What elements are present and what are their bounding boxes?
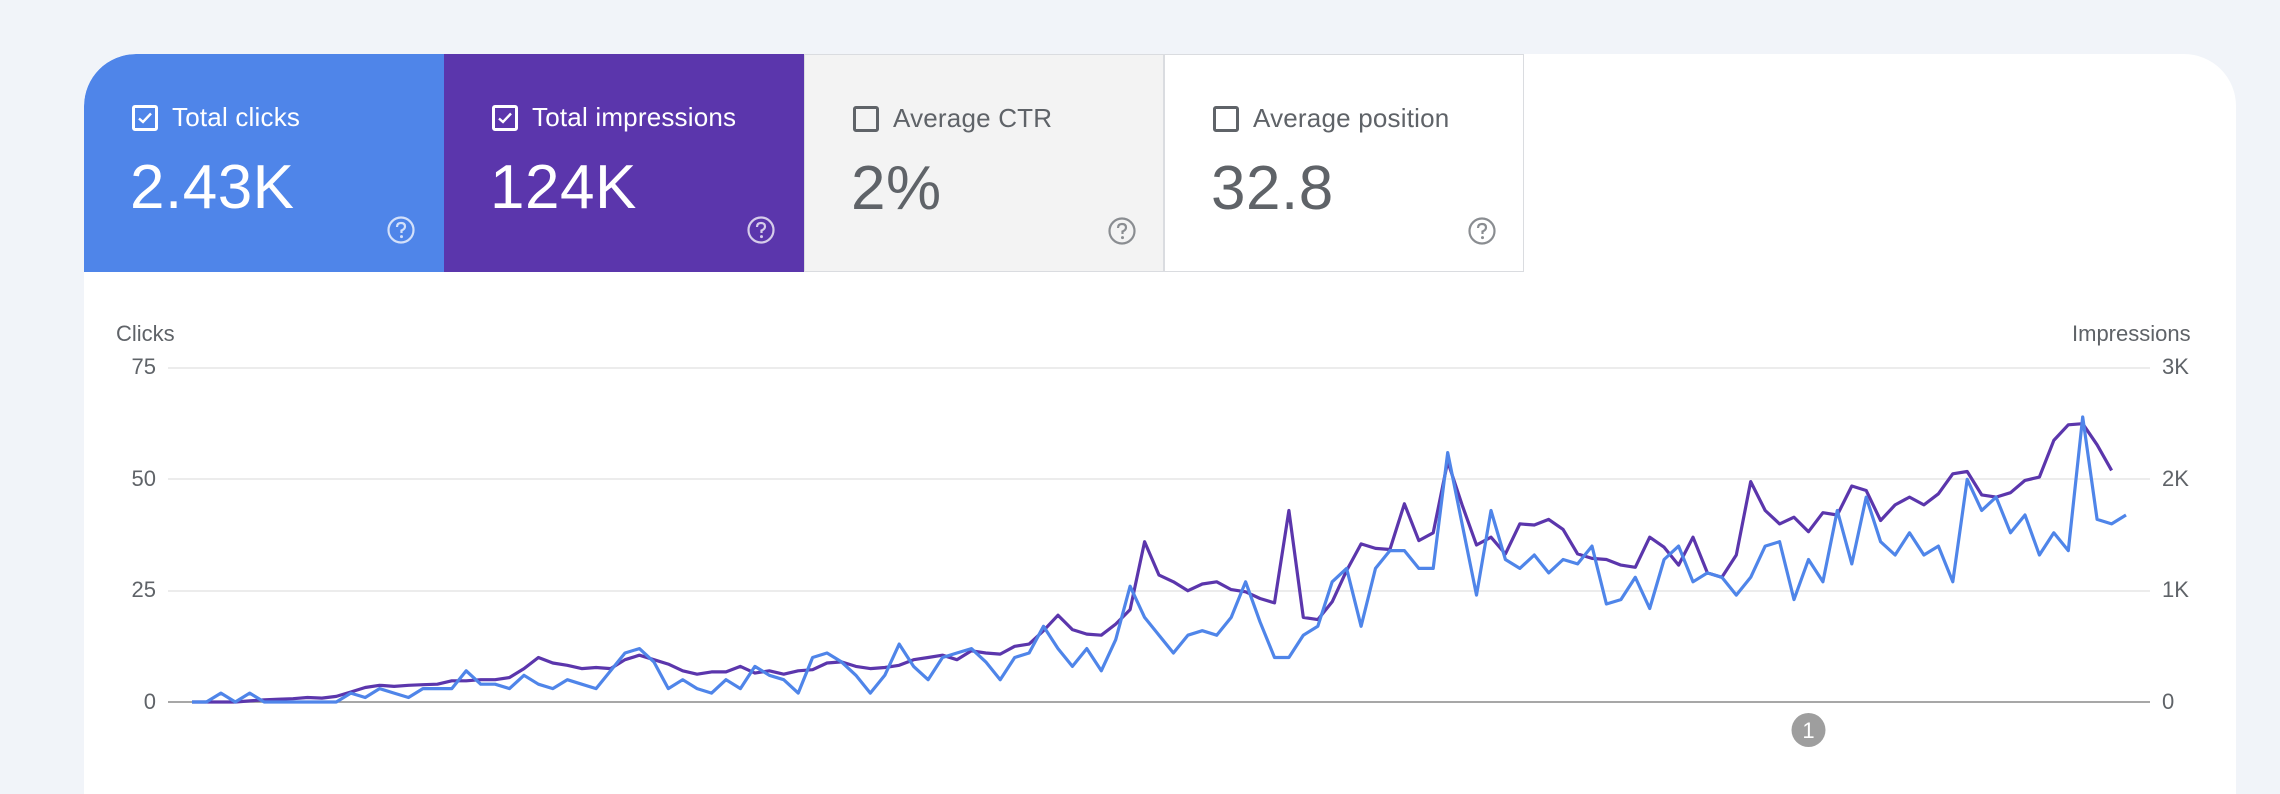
metric-label: Average CTR xyxy=(893,103,1053,133)
performance-panel: Total clicks 2.43K Total impressions 124… xyxy=(84,54,2236,794)
checkbox-checked-icon[interactable] xyxy=(492,104,518,131)
left-tick-label: 75 xyxy=(131,354,156,379)
clicks-series-line xyxy=(192,415,2127,704)
metric-card-average-ctr[interactable]: Average CTR 2% xyxy=(804,54,1164,272)
help-circle-icon[interactable] xyxy=(1107,216,1137,246)
annotation-marker[interactable]: 1 xyxy=(1791,713,1826,747)
right-tick-label: 0 xyxy=(2162,689,2175,714)
impressions-series-line xyxy=(192,422,2113,704)
checkbox-checked-icon[interactable] xyxy=(132,104,158,131)
check-icon xyxy=(498,112,512,124)
metric-value: 32.8 xyxy=(1211,154,1334,223)
performance-line-chart[interactable]: 1 xyxy=(0,0,2280,748)
help-circle-icon[interactable] xyxy=(386,215,416,245)
left-tick-label: 25 xyxy=(131,577,156,602)
metric-card-total-impressions[interactable]: Total impressions 124K xyxy=(444,54,804,272)
metric-value: 2.43K xyxy=(130,153,295,222)
help-circle-icon[interactable] xyxy=(1467,216,1497,246)
metric-label: Average position xyxy=(1253,103,1450,133)
right-tick-label: 3K xyxy=(2162,354,2189,379)
left-axis-title: Clicks xyxy=(116,321,175,346)
right-axis-title: Impressions xyxy=(2072,321,2191,346)
left-tick-label: 50 xyxy=(131,466,156,491)
metric-card-average-position[interactable]: Average position 32.8 xyxy=(1164,54,1524,272)
metric-card-total-clicks[interactable]: Total clicks 2.43K xyxy=(84,54,444,272)
check-icon xyxy=(138,112,152,124)
right-tick-label: 2K xyxy=(2162,466,2189,491)
annotation-circle xyxy=(1791,713,1826,747)
help-circle-icon[interactable] xyxy=(746,215,776,245)
chart-grid xyxy=(168,367,2150,703)
metric-label: Total clicks xyxy=(172,102,301,132)
left-tick-label: 0 xyxy=(143,689,156,714)
annotation-label: 1 xyxy=(1802,718,1814,743)
right-tick-label: 1K xyxy=(2162,577,2189,602)
checkbox-unchecked-icon[interactable] xyxy=(853,105,879,132)
checkbox-unchecked-icon[interactable] xyxy=(1213,105,1239,132)
metric-cards: Total clicks 2.43K Total impressions 124… xyxy=(84,54,1524,272)
metric-value: 124K xyxy=(490,153,637,222)
metric-label: Total impressions xyxy=(532,102,737,132)
metric-value: 2% xyxy=(851,154,942,223)
